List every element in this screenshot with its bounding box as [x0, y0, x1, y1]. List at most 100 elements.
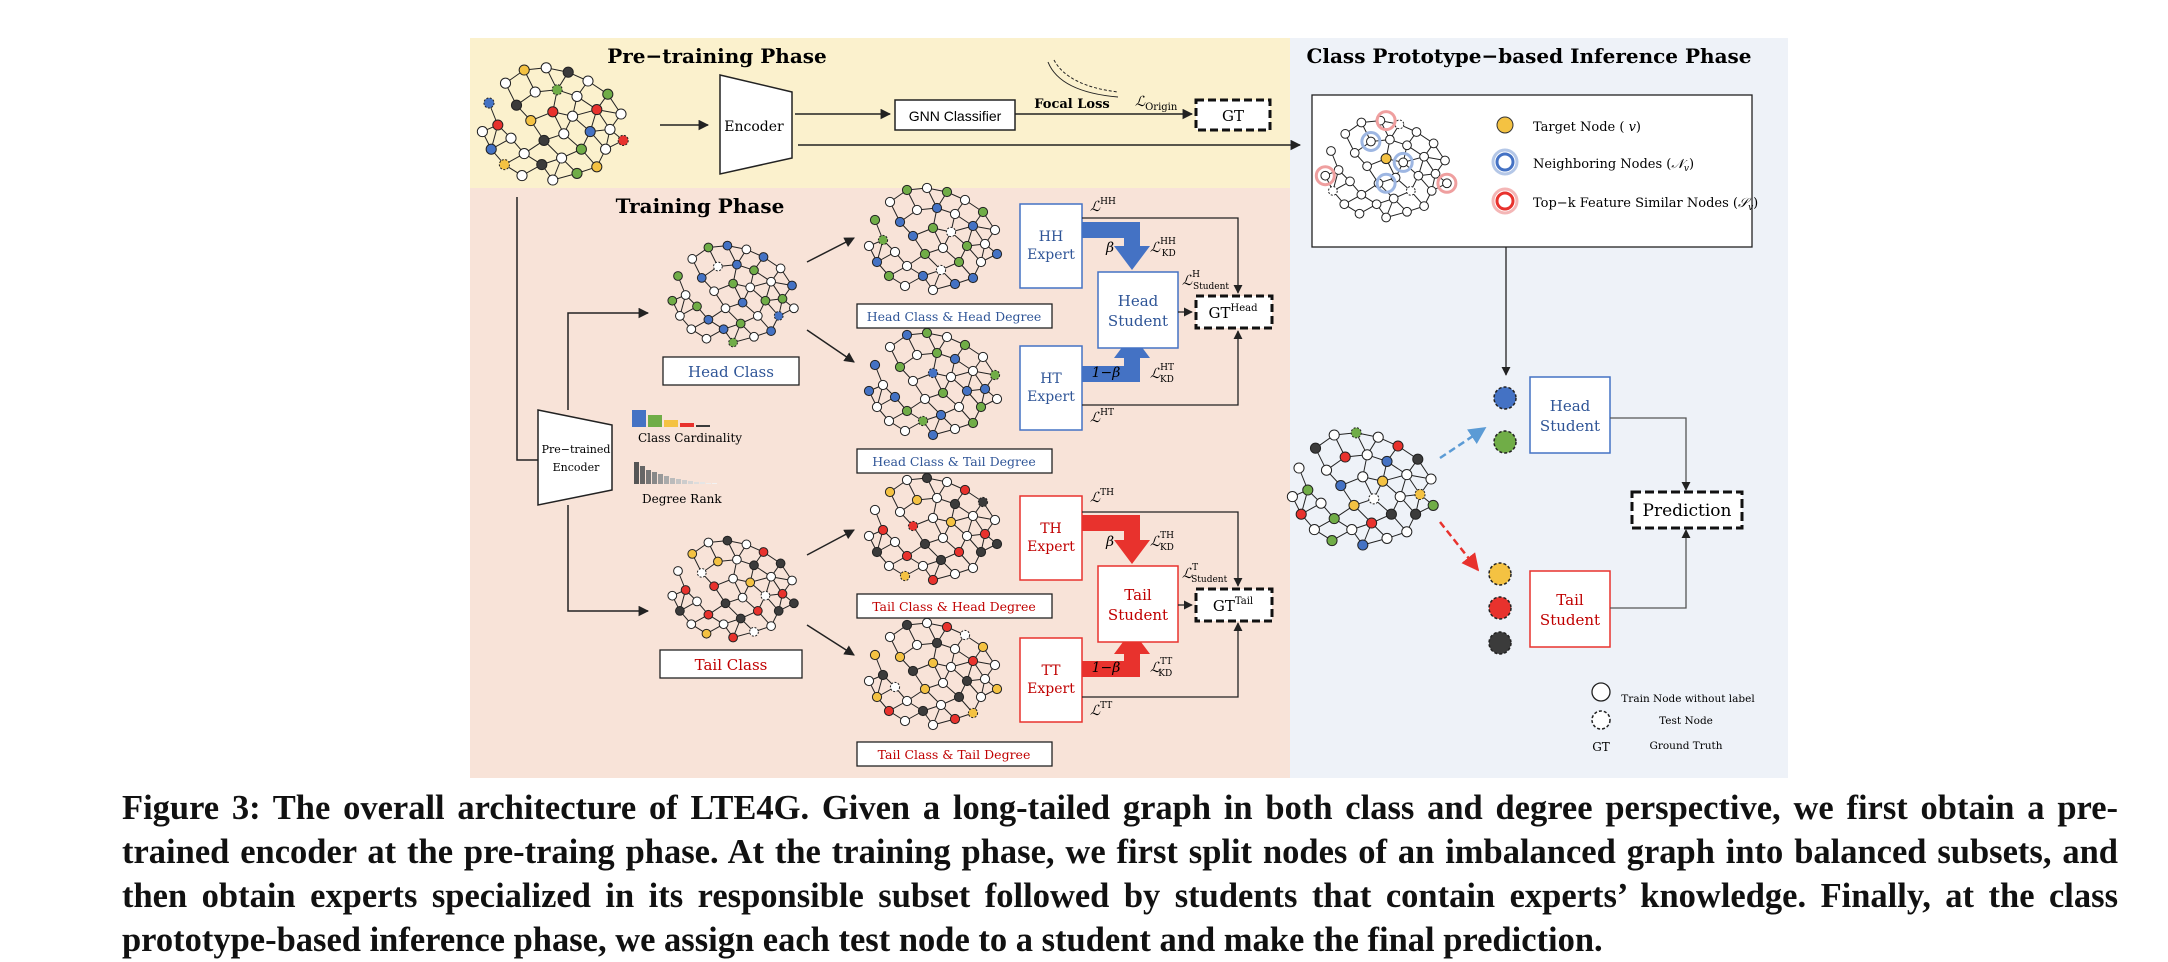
graph-node [1381, 532, 1393, 544]
graph-node [1340, 129, 1351, 139]
encoder-label: Encoder [724, 119, 784, 135]
inf-tail-student-l1: Tail [1556, 591, 1584, 609]
graph-node [728, 278, 738, 289]
head-class-box [662, 356, 800, 386]
graph-node [894, 651, 906, 663]
svg-text:Expert: Expert [1027, 681, 1075, 697]
dashed-arrow-head [1439, 426, 1487, 460]
graph-node [975, 256, 987, 268]
degree-rank-chart [634, 462, 717, 484]
gt-head-box [1194, 294, 1274, 330]
graph-node [1320, 464, 1333, 476]
graph-node [1350, 427, 1362, 439]
graph-node [538, 134, 550, 146]
graph-node [945, 371, 957, 383]
graph-node [773, 606, 784, 616]
graph-node [701, 628, 712, 639]
subset-graph-hh [863, 182, 1003, 296]
graph-node [1419, 201, 1429, 211]
graph-node [529, 86, 541, 98]
graph-node [789, 598, 799, 609]
graph-node [1308, 524, 1320, 536]
graph-node [894, 506, 906, 518]
graph-node [883, 560, 895, 572]
graph-node [728, 573, 738, 584]
graph-node [1333, 165, 1344, 175]
graph-node [884, 341, 896, 353]
graph-node [919, 393, 931, 405]
graph-node [1345, 176, 1355, 187]
graph-node [1295, 508, 1307, 520]
graph-node [766, 621, 776, 631]
graph-node [921, 617, 933, 629]
graph-node [749, 626, 759, 637]
tail-student-l1: Tail [1124, 586, 1152, 604]
graph-node [869, 214, 881, 226]
subset-graph-th [863, 472, 1003, 586]
graph-node [945, 516, 957, 528]
graph-node [732, 259, 742, 270]
gnn-classifier-box [894, 99, 1016, 131]
graph-node [1388, 193, 1399, 204]
graph-node [584, 126, 596, 138]
graph-node [991, 683, 1003, 695]
graph-node [617, 134, 629, 146]
graph-node [1346, 524, 1358, 536]
graph-node [722, 240, 733, 251]
graph-node [911, 639, 923, 651]
subset-graph-tt [863, 617, 1003, 731]
gt-tail-label: GTTail [1213, 596, 1253, 615]
graph-node [975, 401, 987, 413]
graph-node [949, 643, 961, 655]
pretrained-encoder-l2: Encoder [553, 461, 600, 474]
encoder-trapezoid [719, 74, 793, 175]
graph-node [961, 530, 973, 542]
graph-node [863, 385, 875, 397]
proto-blue [1493, 386, 1517, 410]
gnn-classifier-label: GNN Classifier [909, 108, 1002, 124]
graph-node [927, 367, 939, 379]
graph-node [1381, 212, 1391, 223]
arrow [806, 329, 855, 363]
graph-node [591, 104, 603, 116]
graph-node [766, 571, 776, 582]
graph-node [927, 574, 939, 586]
graph-node [959, 629, 971, 641]
legend-neighbor-marker [1495, 152, 1515, 172]
graph-node [901, 260, 913, 272]
graph-node [1372, 431, 1384, 443]
graph-node [752, 311, 763, 321]
proto-yellow [1488, 562, 1512, 586]
graph-node [1413, 170, 1424, 181]
arrow [806, 624, 855, 656]
graph-node [967, 417, 979, 429]
graph-node [1401, 469, 1413, 481]
graph-node [863, 240, 875, 252]
graph-node [979, 383, 991, 395]
graph-node [921, 472, 933, 484]
graph-node [718, 619, 729, 630]
graph-node [1356, 189, 1367, 200]
key-train-node [1591, 682, 1611, 702]
graph-node [1394, 491, 1406, 503]
graph-node [732, 554, 742, 565]
graph-node [675, 606, 685, 616]
graph-node [1328, 186, 1338, 196]
legend-target-label: Target Node ( v) [1533, 120, 1641, 135]
kd-loss-th: ℒTH KD [1150, 531, 1174, 553]
gt-label: GT [1222, 107, 1244, 125]
graph-node [713, 261, 723, 272]
pretrain-title: Pre−training Phase [607, 44, 827, 68]
graph-node [869, 649, 881, 661]
graph-node [961, 240, 973, 252]
graph-node [883, 270, 895, 282]
graph-node [518, 64, 530, 76]
pretrain-panel [470, 38, 1290, 188]
graph-node [967, 510, 979, 522]
graph-node [1425, 473, 1437, 485]
arrow [806, 529, 855, 556]
graph-node [777, 588, 788, 599]
graph-node [703, 314, 714, 325]
graph-node [1410, 508, 1422, 520]
graph-node [949, 278, 961, 290]
